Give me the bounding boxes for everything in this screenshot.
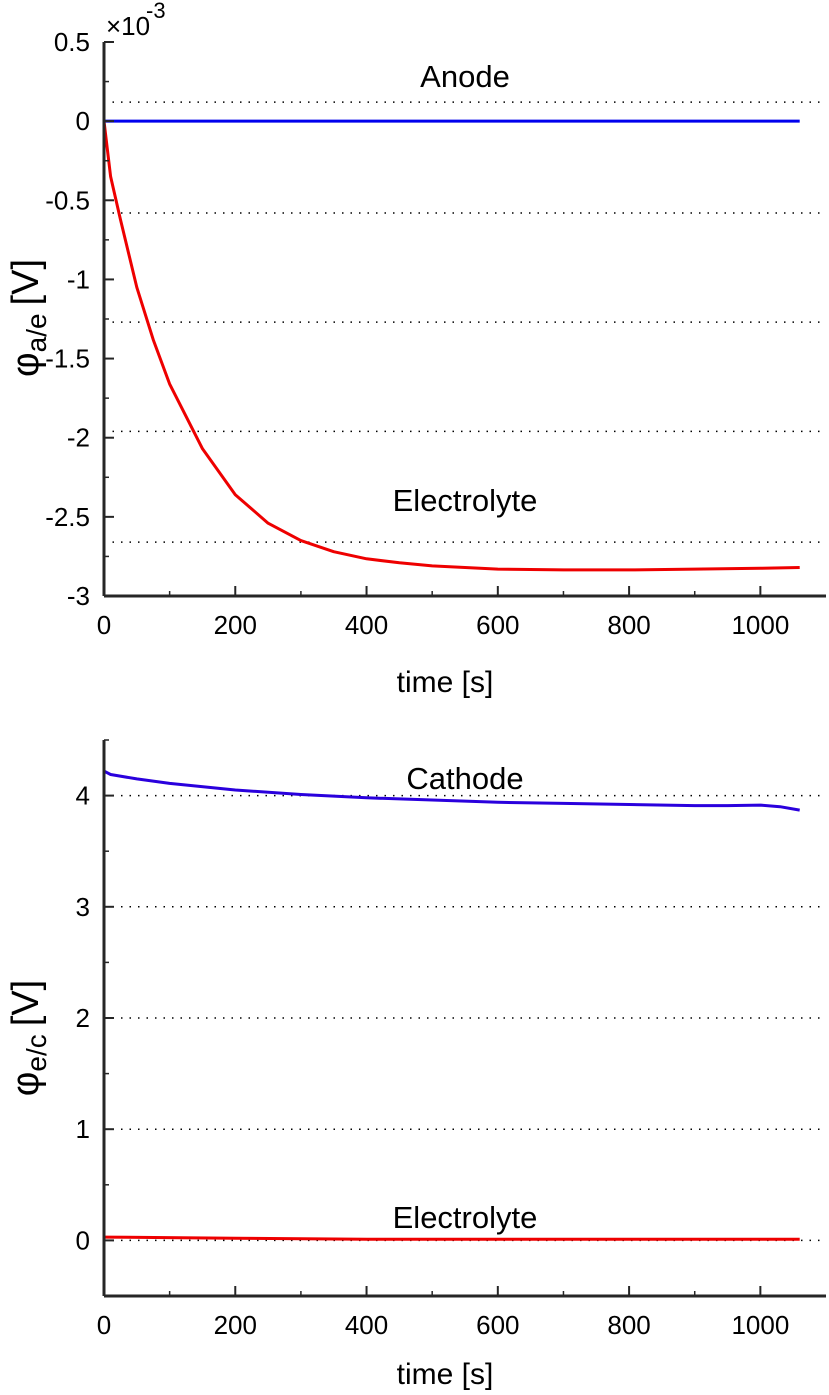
annotation-electrolyte: Electrolyte <box>393 1200 538 1235</box>
top-ylabel-sub: a/e <box>21 313 52 352</box>
y-tick-label: 3 <box>76 892 90 922</box>
svg-text:φe/c[V]: φe/c [V] <box>5 980 52 1096</box>
bottom-ylabel-sub: e/c <box>21 1034 52 1071</box>
x-tick-label: 1000 <box>731 610 789 640</box>
bottom-annotations: Cathode Electrolyte <box>393 761 538 1235</box>
y-tick-label: 0.5 <box>54 27 90 57</box>
x-tick-label: 400 <box>345 1310 388 1340</box>
x-tick-label: 0 <box>97 1310 111 1340</box>
bottom-y-axis-label: φe/c [V] <box>5 980 52 1096</box>
top-exponent-prefix: ×10 <box>106 11 150 41</box>
bottom-x-axis-label: time [s] <box>397 1358 494 1391</box>
y-tick-label: -0.5 <box>45 185 90 215</box>
top-ylabel-phi: φ <box>5 352 47 377</box>
bottom-ylabel-phi: φ <box>5 1072 47 1097</box>
series-line-2 <box>102 120 800 572</box>
x-tick-label: 0 <box>97 610 111 640</box>
x-tick-label: 600 <box>476 610 519 640</box>
top-annotations: Anode Electrolyte <box>393 59 538 518</box>
y-tick-label: -1 <box>67 264 90 294</box>
annotation-electrolyte: Electrolyte <box>393 483 538 518</box>
x-tick-label: 800 <box>607 1310 650 1340</box>
y-tick-label: 4 <box>76 781 90 811</box>
y-tick-label: 0 <box>76 1225 90 1255</box>
top-x-axis-label: time [s] <box>397 666 494 699</box>
y-tick-label: 2 <box>76 1003 90 1033</box>
y-tick-label: -3 <box>67 581 90 611</box>
x-tick-label: 200 <box>214 610 257 640</box>
series-line-2 <box>103 1235 800 1241</box>
bottom-ticks: 0 200 400 600 800 1000 0 1 2 3 4 <box>76 739 789 1340</box>
svg-text:φa/e[V]: φa/e [V] <box>5 259 52 377</box>
y-tick-label: -1.5 <box>45 344 90 374</box>
annotation-cathode: Cathode <box>406 761 523 796</box>
x-tick-label: 600 <box>476 1310 519 1340</box>
top-ticks: 0 200 400 600 800 1000 0.5 0 -0.5 -1 -1.5 -2 -2.5 -3 <box>45 27 789 640</box>
bottom-grid <box>104 794 826 1242</box>
x-tick-label: 800 <box>607 610 650 640</box>
y-tick-label: 0 <box>76 106 90 136</box>
bottom-panel: 0 200 400 600 800 1000 0 1 2 3 4 Cathode Electrolyt… <box>5 739 826 1391</box>
series-line-1 <box>103 769 800 812</box>
x-tick-label: 1000 <box>731 1310 789 1340</box>
y-tick-label: -2 <box>67 423 90 453</box>
top-series <box>102 119 800 572</box>
annotation-anode: Anode <box>420 59 510 94</box>
x-tick-label: 400 <box>345 610 388 640</box>
bottom-series <box>103 769 800 1241</box>
top-grid <box>104 101 826 543</box>
x-tick-label: 200 <box>214 1310 257 1340</box>
y-tick-label: -2.5 <box>45 502 90 532</box>
top-panel: 0 200 400 600 800 10000.50-0.5-1-1.5-2-2.5-3 … <box>5 0 826 699</box>
y-tick-label: 1 <box>76 1114 90 1144</box>
top-exponent-power: -3 <box>146 0 166 23</box>
top-ylabel-unit: [V] <box>5 259 47 305</box>
bottom-ylabel-unit: [V] <box>5 980 47 1026</box>
top-y-axis-label: φa/e [V] <box>5 259 52 377</box>
